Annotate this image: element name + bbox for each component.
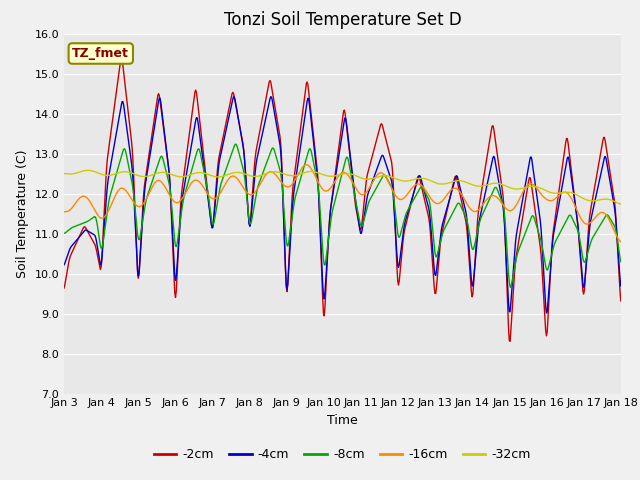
-4cm bbox=[267, 94, 275, 99]
-4cm bbox=[214, 177, 221, 183]
-16cm bbox=[617, 239, 625, 245]
-4cm bbox=[127, 159, 135, 165]
-2cm bbox=[118, 55, 125, 61]
-32cm bbox=[411, 176, 419, 182]
-16cm bbox=[60, 209, 68, 215]
-2cm bbox=[70, 245, 78, 251]
-8cm bbox=[411, 195, 419, 201]
-16cm bbox=[214, 194, 221, 200]
-32cm bbox=[185, 172, 193, 178]
Y-axis label: Soil Temperature (C): Soil Temperature (C) bbox=[16, 149, 29, 278]
Line: -16cm: -16cm bbox=[64, 165, 621, 242]
-2cm bbox=[411, 186, 419, 192]
-2cm bbox=[617, 298, 625, 304]
-4cm bbox=[70, 240, 78, 246]
-4cm bbox=[60, 262, 68, 268]
X-axis label: Time: Time bbox=[327, 414, 358, 427]
-32cm bbox=[70, 171, 78, 177]
-8cm bbox=[428, 210, 435, 216]
-8cm bbox=[60, 230, 68, 236]
-4cm bbox=[428, 227, 435, 232]
-16cm bbox=[411, 182, 419, 188]
-16cm bbox=[127, 196, 135, 202]
-32cm bbox=[128, 170, 136, 176]
-8cm bbox=[214, 200, 221, 206]
-2cm bbox=[185, 136, 193, 142]
-16cm bbox=[70, 203, 78, 208]
-16cm bbox=[428, 196, 435, 202]
-4cm bbox=[184, 163, 192, 168]
-16cm bbox=[303, 162, 310, 168]
-2cm bbox=[428, 240, 435, 245]
-32cm bbox=[60, 171, 68, 177]
-32cm bbox=[428, 178, 435, 184]
-16cm bbox=[184, 186, 192, 192]
Legend: -2cm, -4cm, -8cm, -16cm, -32cm: -2cm, -4cm, -8cm, -16cm, -32cm bbox=[149, 443, 536, 466]
Line: -4cm: -4cm bbox=[64, 96, 621, 313]
-8cm bbox=[70, 224, 78, 229]
-8cm bbox=[617, 259, 625, 264]
-32cm bbox=[214, 174, 222, 180]
-4cm bbox=[617, 283, 625, 289]
-8cm bbox=[127, 177, 135, 182]
-8cm bbox=[232, 141, 240, 147]
Line: -2cm: -2cm bbox=[64, 58, 621, 341]
-2cm bbox=[506, 338, 514, 344]
-8cm bbox=[184, 180, 192, 186]
Line: -8cm: -8cm bbox=[64, 144, 621, 288]
-2cm bbox=[60, 285, 68, 291]
Line: -32cm: -32cm bbox=[64, 170, 621, 204]
-4cm bbox=[543, 310, 550, 316]
-32cm bbox=[84, 168, 92, 173]
-4cm bbox=[411, 187, 419, 192]
-2cm bbox=[214, 160, 222, 166]
Text: TZ_fmet: TZ_fmet bbox=[72, 47, 129, 60]
-2cm bbox=[128, 145, 136, 151]
-32cm bbox=[617, 201, 625, 207]
-8cm bbox=[507, 285, 515, 290]
Title: Tonzi Soil Temperature Set D: Tonzi Soil Temperature Set D bbox=[223, 11, 461, 29]
